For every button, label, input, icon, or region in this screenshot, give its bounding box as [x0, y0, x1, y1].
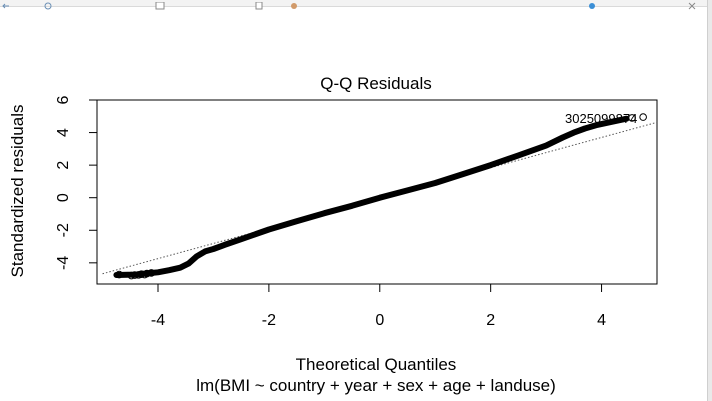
refresh-icon[interactable]: [44, 0, 52, 10]
qq-point: [137, 270, 146, 279]
close-icon[interactable]: [688, 0, 696, 10]
window-edge: [707, 0, 712, 401]
qq-points-band: [113, 115, 630, 278]
plot-frame: [96, 99, 658, 285]
y-tick-label: -2: [55, 223, 72, 237]
x-axis: -4 -2 0 2 4: [151, 284, 606, 329]
qq-point: [115, 270, 123, 279]
qq-point: [147, 269, 156, 277]
y-tick-label: 2: [55, 161, 72, 170]
chart-title: Q-Q Residuals: [320, 74, 431, 93]
y-tick-label: -4: [55, 256, 72, 270]
x-tick-label: 2: [486, 312, 495, 329]
qq-point: [639, 113, 647, 121]
page-icon[interactable]: [255, 0, 263, 10]
x-tick-label: -4: [151, 312, 165, 329]
y-axis-label: Standardized residuals: [8, 105, 27, 278]
x-axis-label: Theoretical Quantiles: [296, 355, 457, 374]
y-axis: -4 -2 0 2 4 6: [55, 95, 97, 270]
viewer-toolbar: [0, 0, 712, 10]
y-tick-label: 6: [55, 95, 72, 104]
document-icon[interactable]: [155, 0, 165, 10]
point-id-labels: 3025099874: [565, 111, 637, 126]
image-icon[interactable]: [290, 0, 298, 9]
qq-tail-points: [115, 113, 647, 280]
x-tick-label: 0: [375, 312, 384, 329]
qq-point: [143, 269, 151, 278]
x-tick-label: 4: [597, 312, 606, 329]
y-tick-label: 0: [55, 193, 72, 202]
qq-point: [127, 271, 136, 280]
qq-point: [628, 114, 636, 122]
x-tick-label: -2: [262, 312, 276, 329]
y-tick-label: 4: [55, 128, 72, 137]
model-formula: lm(BMI ~ country + year + sex + age + la…: [196, 376, 556, 395]
back-arrow-icon[interactable]: [2, 0, 10, 9]
globe-icon[interactable]: [588, 0, 596, 9]
